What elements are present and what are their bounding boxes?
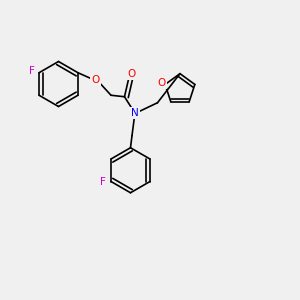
Text: O: O <box>127 69 136 79</box>
Text: F: F <box>100 177 106 187</box>
Text: F: F <box>28 66 34 76</box>
Text: N: N <box>131 108 139 118</box>
Text: O: O <box>158 78 166 88</box>
Text: O: O <box>91 75 100 85</box>
